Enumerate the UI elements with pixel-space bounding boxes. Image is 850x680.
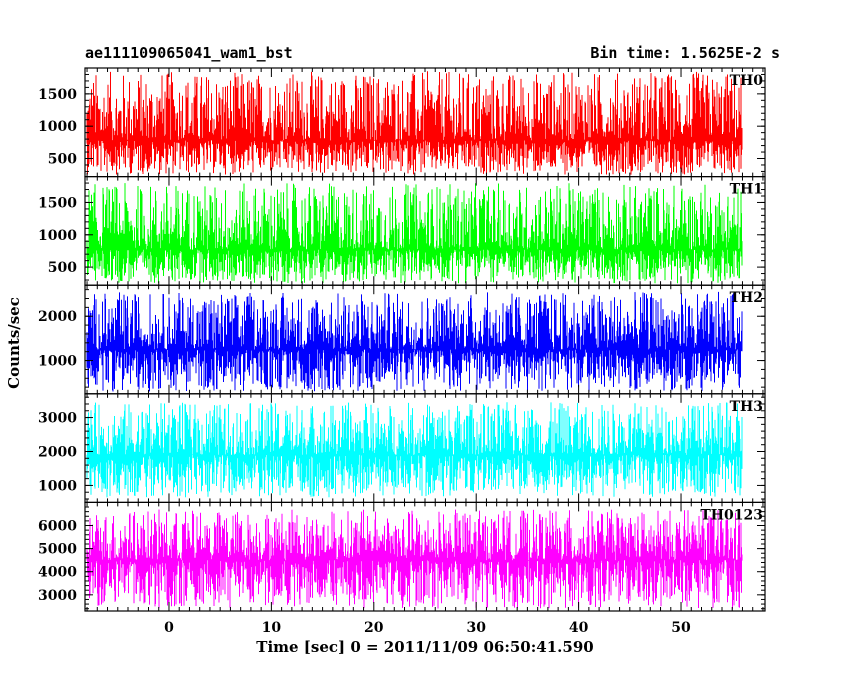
y-tick-label: 2000 — [38, 444, 77, 460]
series-th1-line — [86, 183, 743, 284]
y-tick-label: 3000 — [38, 588, 77, 604]
series-th0-line — [86, 71, 743, 175]
y-tick-label: 4000 — [38, 565, 77, 581]
series-th3-line — [86, 402, 743, 498]
x-tick-label: 30 — [466, 620, 486, 636]
y-tick-label: 2000 — [38, 309, 77, 325]
y-tick-label: 1500 — [38, 87, 77, 103]
x-tick-label: 40 — [569, 620, 589, 636]
panel-th1: 500 1000 1500 TH1 — [38, 176, 766, 286]
panel-label-th1: TH1 — [730, 182, 763, 198]
y-tick-label: 500 — [48, 152, 77, 168]
y-axis-label: Counts/sec — [5, 297, 23, 389]
x-tick-label: 10 — [262, 620, 282, 636]
panel-th3: 1000 2000 3000 TH3 — [38, 393, 766, 503]
series-th0123-line — [86, 509, 743, 609]
panel-label-th0: TH0 — [730, 73, 764, 89]
y-tick-label: 1500 — [38, 195, 77, 211]
x-tick-label: 50 — [671, 620, 691, 636]
observation-title: ae111109065041_wam1_bst — [85, 44, 293, 62]
x-tick-label: 0 — [164, 620, 174, 636]
y-tick-label: 6000 — [38, 519, 77, 535]
y-tick-label: 1000 — [38, 228, 77, 244]
y-tick-label: 1000 — [38, 478, 77, 494]
panel-label-th2: TH2 — [730, 290, 763, 306]
y-tick-label: 5000 — [38, 542, 77, 558]
y-tick-label: 1000 — [38, 119, 77, 135]
y-tick-label: 1000 — [38, 354, 77, 370]
series-th2-line — [86, 291, 743, 392]
x-axis-label: Time [sec] 0 = 2011/11/09 06:50:41.590 — [256, 638, 594, 656]
panel-label-th3: TH3 — [730, 399, 763, 415]
panel-th0: 500 1000 1500 TH0 — [38, 67, 766, 178]
x-tick-label: 20 — [364, 620, 384, 636]
y-tick-label: 500 — [48, 260, 77, 276]
panel-label-th0123: TH0123 — [700, 507, 763, 523]
bin-time-label: Bin time: 1.5625E-2 s — [590, 44, 780, 62]
panel-th2: 1000 2000 TH2 — [38, 284, 766, 395]
panel-th0123: 3000 4000 5000 6000 TH0123 — [38, 501, 766, 612]
y-tick-label: 3000 — [38, 411, 77, 427]
